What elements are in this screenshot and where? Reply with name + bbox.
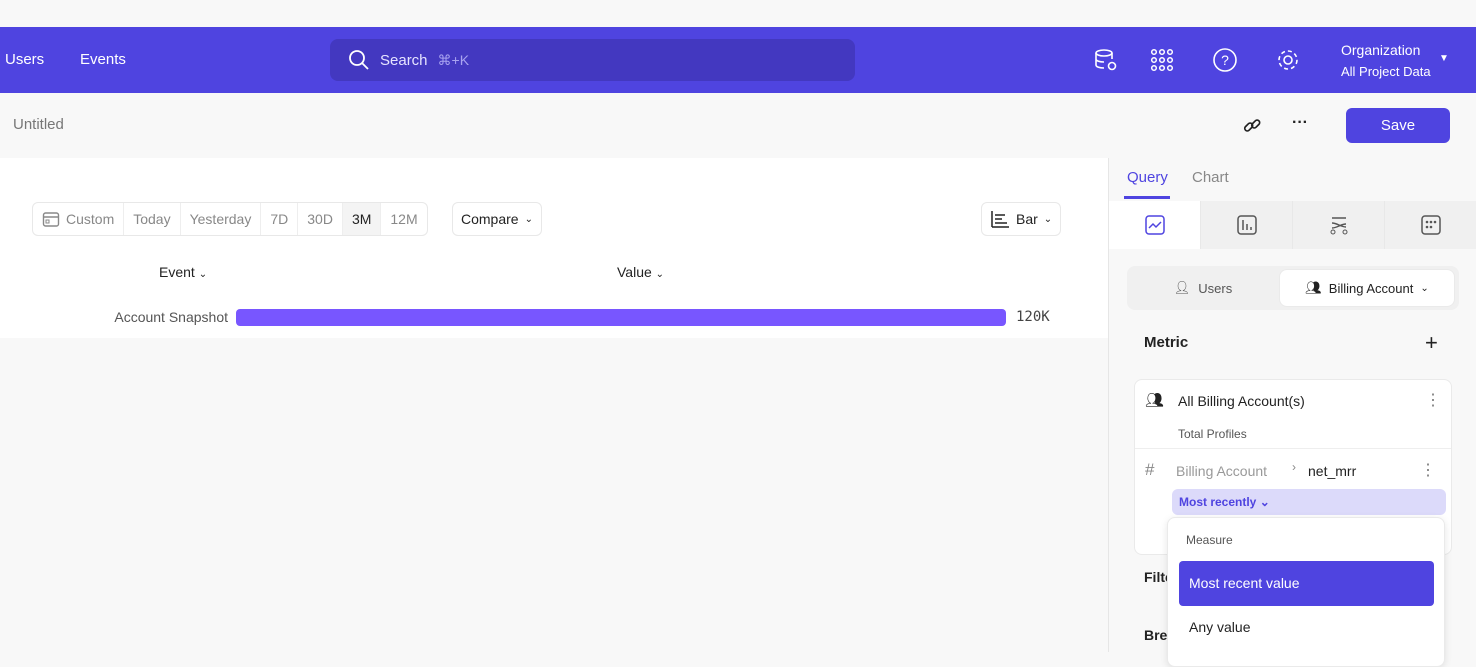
metric-heading: Metric bbox=[1144, 334, 1189, 351]
range-yesterday[interactable]: Yesterday bbox=[181, 203, 262, 235]
users-group-icon: 👥︎ bbox=[1305, 280, 1322, 295]
search-icon bbox=[349, 50, 369, 70]
measure-dropdown-menu: Measure Most recent value Any value bbox=[1167, 517, 1445, 667]
divider bbox=[1135, 448, 1451, 449]
search-shortcut: ⌘+K bbox=[437, 51, 470, 68]
chart-type-label: Bar bbox=[1016, 211, 1038, 227]
compare-label: Compare bbox=[461, 211, 519, 227]
funnels-view-button[interactable] bbox=[1201, 201, 1293, 249]
option-any-value[interactable]: Any value bbox=[1189, 619, 1251, 635]
bar-account-snapshot[interactable] bbox=[236, 309, 1006, 326]
column-value-label: Value bbox=[617, 264, 652, 280]
entity-toggle: 👤︎ Users 👥︎ Billing Account ⌄ bbox=[1127, 266, 1459, 310]
compare-button[interactable]: Compare ⌄ bbox=[452, 202, 542, 236]
date-range-selector: Custom Today Yesterday 7D 30D 3M 12M bbox=[32, 202, 428, 236]
row-label: Account Snapshot bbox=[114, 309, 228, 325]
help-icon[interactable]: ? bbox=[1212, 47, 1238, 73]
chevron-down-icon: ⌄ bbox=[1043, 213, 1053, 225]
numeric-property-icon: # bbox=[1145, 460, 1155, 479]
range-12m[interactable]: 12M bbox=[390, 211, 418, 227]
range-custom-label: Custom bbox=[66, 211, 115, 227]
report-title[interactable]: Untitled bbox=[13, 116, 64, 133]
calendar-icon bbox=[42, 212, 60, 227]
property-parent[interactable]: Billing Account bbox=[1176, 463, 1268, 479]
active-tab-indicator bbox=[1124, 196, 1170, 199]
entity-billing-account[interactable]: 👥︎ Billing Account ⌄ bbox=[1279, 269, 1455, 307]
range-3m[interactable]: 3M bbox=[342, 203, 382, 235]
range-today[interactable]: Today bbox=[124, 203, 181, 235]
org-title: Organization bbox=[1341, 42, 1421, 58]
bar-chart-icon bbox=[991, 211, 1009, 228]
nav-events[interactable]: Events bbox=[80, 51, 126, 68]
add-metric-icon[interactable]: + bbox=[1425, 330, 1438, 355]
column-header-event[interactable]: Event ⌄ bbox=[159, 264, 208, 280]
range-7d[interactable]: 7D bbox=[261, 203, 299, 235]
kebab-menu-icon[interactable]: ⋮ bbox=[1420, 462, 1436, 479]
save-button[interactable]: Save bbox=[1346, 108, 1450, 143]
option-most-recent-value[interactable]: Most recent value bbox=[1179, 561, 1434, 606]
range-30d[interactable]: 30D bbox=[298, 203, 343, 235]
top-navbar: Users Events Search ⌘+K ? Organization A… bbox=[0, 27, 1476, 93]
bar-chart-box-icon bbox=[1236, 215, 1257, 235]
kebab-menu-icon[interactable]: ⋮ bbox=[1425, 392, 1441, 409]
apps-grid-icon[interactable] bbox=[1149, 47, 1175, 73]
chevron-down-icon: ⌄ bbox=[1420, 282, 1429, 294]
aggregation-label: Most recently bbox=[1179, 495, 1257, 509]
flows-icon bbox=[1330, 217, 1347, 235]
entity-users-label: Users bbox=[1198, 280, 1233, 296]
tab-chart[interactable]: Chart bbox=[1192, 169, 1229, 186]
database-gear-icon[interactable] bbox=[1093, 47, 1119, 73]
chart-type-button[interactable]: Bar ⌄ bbox=[981, 202, 1062, 236]
column-header-value[interactable]: Value ⌄ bbox=[617, 264, 665, 280]
org-selector[interactable]: Organization All Project Data bbox=[1341, 40, 1431, 82]
entity-billing-label: Billing Account bbox=[1328, 280, 1414, 296]
chart-area: Custom Today Yesterday 7D 30D 3M 12M Com… bbox=[0, 158, 1108, 338]
breakdown-heading: Breakdown bbox=[1144, 627, 1169, 643]
aggregation-dropdown[interactable]: Most recently ⌄ bbox=[1172, 489, 1446, 515]
column-event-label: Event bbox=[159, 264, 195, 280]
filter-heading: Filter bbox=[1144, 569, 1169, 585]
bar-value-label: 120K bbox=[1016, 309, 1050, 325]
report-header: Untitled bbox=[0, 93, 1108, 158]
chevron-right-icon: › bbox=[1292, 460, 1296, 474]
nav-users[interactable]: Users bbox=[5, 51, 45, 68]
entity-users[interactable]: 👤︎ Users bbox=[1127, 266, 1279, 310]
metric-title[interactable]: All Billing Account(s) bbox=[1178, 393, 1305, 409]
tab-query[interactable]: Query bbox=[1127, 169, 1168, 186]
insights-view-button[interactable] bbox=[1109, 201, 1201, 249]
flows-view-button[interactable] bbox=[1293, 201, 1385, 249]
dots-grid-icon bbox=[1421, 215, 1441, 235]
search-placeholder: Search bbox=[380, 51, 428, 69]
dropdown-header: Measure bbox=[1186, 533, 1233, 547]
search-input[interactable]: Search ⌘+K bbox=[330, 39, 855, 81]
svg-text:?: ? bbox=[1221, 52, 1229, 68]
org-subtitle: All Project Data bbox=[1341, 64, 1431, 79]
settings-gear-icon[interactable] bbox=[1275, 47, 1301, 73]
chevron-down-icon: ⌄ bbox=[524, 213, 533, 225]
line-chart-icon bbox=[1144, 215, 1165, 235]
users-group-icon: 👥︎ bbox=[1145, 392, 1165, 409]
link-icon[interactable] bbox=[1242, 116, 1262, 136]
retention-view-button[interactable] bbox=[1385, 201, 1476, 249]
range-custom[interactable]: Custom bbox=[33, 203, 125, 235]
more-options-icon[interactable]: ··· bbox=[1292, 114, 1308, 131]
user-icon: 👤︎ bbox=[1173, 280, 1191, 295]
metric-subtitle: Total Profiles bbox=[1178, 427, 1247, 441]
caret-down-icon[interactable]: ▼ bbox=[1439, 53, 1449, 64]
property-name[interactable]: net_mrr bbox=[1308, 463, 1357, 479]
